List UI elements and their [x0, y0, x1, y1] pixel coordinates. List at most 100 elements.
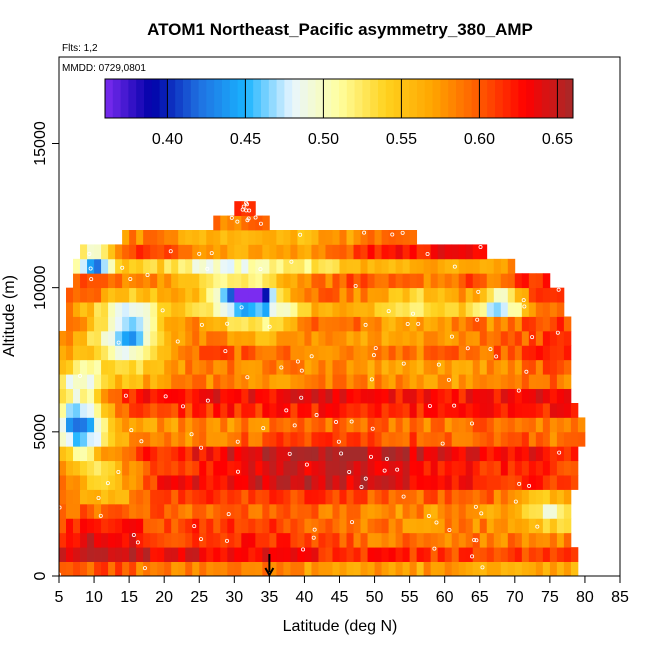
sample-point: [168, 249, 173, 254]
heatmap-cell: [304, 316, 312, 332]
heatmap-cell: [87, 316, 95, 332]
heatmap-cell: [290, 388, 298, 404]
sample-point: [350, 520, 355, 525]
heatmap-cell: [528, 302, 537, 317]
colorbar-swatch: [510, 79, 519, 118]
heatmap-cell: [199, 561, 207, 576]
heatmap-cell: [549, 417, 558, 433]
sample-point: [452, 264, 457, 269]
heatmap-cell: [409, 503, 418, 519]
heatmap-cell: [115, 475, 123, 490]
heatmap-cell: [234, 489, 242, 505]
heatmap-cell: [101, 446, 109, 462]
heatmap-cell: [556, 302, 565, 317]
sample-point: [235, 219, 240, 224]
sample-points: [59, 200, 562, 576]
heatmap-cell: [423, 244, 432, 260]
heatmap-cell: [528, 403, 537, 418]
heatmap-cell: [269, 273, 277, 289]
heatmap-cell: [367, 345, 375, 361]
heatmap-cell: [325, 460, 333, 476]
heatmap-cell: [535, 503, 544, 519]
heatmap-cell: [451, 258, 460, 274]
heatmap-cell: [157, 330, 165, 346]
heatmap-cell: [234, 561, 242, 576]
heatmap-cell: [276, 561, 284, 576]
heatmap-cell: [528, 345, 537, 361]
heatmap-cell: [283, 431, 291, 447]
heatmap-cell: [325, 374, 333, 389]
heatmap-cell: [297, 561, 305, 576]
heatmap-cell: [451, 388, 460, 404]
heatmap-cell: [500, 374, 509, 389]
heatmap-cell: [283, 273, 291, 289]
heatmap-cell: [346, 561, 354, 576]
heatmap-cell: [59, 460, 67, 476]
heatmap-cell: [94, 503, 102, 519]
heatmap-cell: [444, 561, 453, 576]
heatmap-cell: [150, 388, 158, 404]
heatmap-cell: [157, 532, 165, 548]
sample-point: [405, 321, 410, 326]
heatmap-cell: [171, 547, 179, 562]
heatmap-cell: [311, 518, 319, 534]
heatmap-cell: [430, 561, 439, 576]
colorbar-swatch: [237, 79, 246, 118]
heatmap-cell: [444, 489, 453, 505]
heatmap-cell: [150, 273, 158, 289]
heatmap-cell: [122, 230, 130, 245]
heatmap-cell: [248, 475, 256, 490]
heatmap-cell: [507, 503, 516, 519]
heatmap-cell: [94, 417, 102, 433]
heatmap-cell: [381, 345, 389, 361]
heatmap-cell: [381, 287, 389, 303]
heatmap-cell: [304, 475, 312, 490]
heatmap-cell: [115, 518, 123, 534]
marker-head: [264, 567, 275, 578]
heatmap-cell: [465, 374, 474, 389]
heatmap-cell: [535, 547, 544, 562]
heatmap-cell: [220, 345, 228, 361]
heatmap-cell: [199, 417, 207, 433]
heatmap-cell: [409, 359, 418, 375]
sample-point: [336, 439, 341, 444]
heatmap-cell: [269, 330, 277, 346]
heatmap-cell: [500, 532, 509, 548]
heatmap-cell: [346, 374, 354, 389]
heatmap-cell: [227, 489, 235, 505]
sample-point: [384, 456, 389, 461]
sample-point: [440, 441, 445, 446]
heatmap-cell: [129, 374, 137, 389]
heatmap-cell: [430, 388, 439, 404]
heatmap-cell: [367, 258, 375, 274]
heatmap-cell: [192, 388, 200, 404]
heatmap-cell: [276, 446, 284, 462]
heatmap-cell: [115, 503, 123, 519]
heatmap-cell: [283, 302, 291, 317]
heatmap-cell: [206, 244, 214, 260]
heatmap-cell: [556, 403, 565, 418]
heatmap-cell: [241, 547, 249, 562]
heatmap-cell: [332, 460, 340, 476]
sample-point: [513, 499, 518, 504]
heatmap-cell: [479, 417, 488, 433]
heatmap-cell: [66, 503, 74, 519]
heatmap-cell: [227, 417, 235, 433]
heatmap-cell: [409, 532, 418, 548]
heatmap-cell: [262, 273, 270, 289]
heatmap-cell: [500, 518, 509, 534]
heatmap-cell: [73, 345, 81, 361]
heatmap-cell: [164, 258, 172, 274]
heatmap-cell: [451, 316, 460, 332]
heatmap-cell: [486, 359, 495, 375]
heatmap-cell: [507, 532, 516, 548]
heatmap-cell: [283, 258, 291, 274]
heatmap-cell: [339, 345, 347, 361]
heatmap-cell: [143, 287, 151, 303]
heatmap-cell: [178, 431, 186, 447]
heatmap-cell: [227, 359, 235, 375]
heatmap-cell: [353, 532, 361, 548]
heatmap-cell: [465, 244, 474, 260]
heatmap-cell: [283, 345, 291, 361]
heatmap-cell: [248, 330, 256, 346]
